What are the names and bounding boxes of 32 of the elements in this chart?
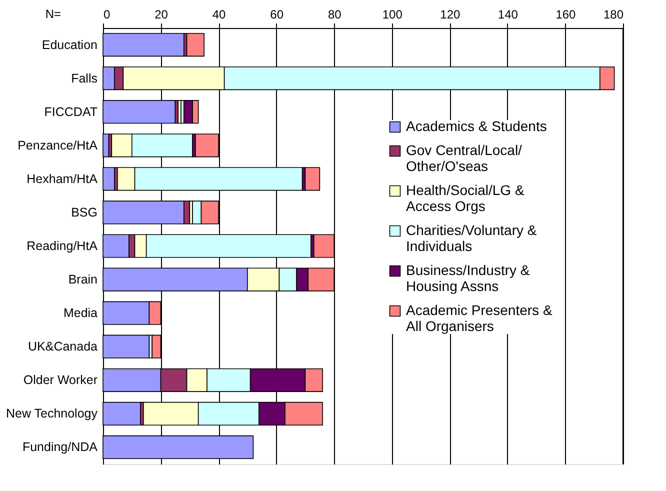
y-tick-label: Funding/NDA	[22, 440, 98, 454]
y-tick-label: Hexham/HtA	[26, 172, 98, 186]
y-tick-label: Reading/HtA	[26, 239, 98, 253]
x-tick-label: 160	[556, 8, 576, 22]
x-tick-label: 140	[498, 8, 518, 22]
x-tick-label: 20	[154, 8, 168, 22]
y-tick-label: Education	[42, 38, 98, 52]
y-tick-label: Penzance/HtA	[18, 138, 98, 152]
x-tick-label: 40	[212, 8, 226, 22]
x-tick-label: 80	[328, 8, 342, 22]
x-tick-label: 120	[440, 8, 460, 22]
text: N=	[45, 7, 61, 21]
legend-label: Academic Presenters & All Organisers	[406, 302, 553, 334]
x-tick-label: 180	[603, 8, 624, 22]
y-tick-label: BSG	[71, 205, 98, 220]
legend-label: Charities/Voluntary & Individuals	[406, 222, 538, 254]
y-tick-label: FICCDAT	[44, 104, 98, 119]
legend-label: Business/Industry & Housing Assns	[406, 262, 530, 294]
legend-label: Academics & Students	[406, 118, 547, 134]
legend-label: Gov Central/Local/Other/O'seas	[406, 142, 522, 174]
y-tick-label: Falls	[71, 71, 98, 86]
y-tick-label: Older Worker	[23, 373, 98, 388]
y-tick-label: Brain	[68, 272, 98, 287]
x-tick-label: 0	[104, 8, 110, 22]
x-tick-label: 100	[382, 8, 403, 22]
bar	[186, 32, 205, 57]
x-tick-label: 60	[270, 8, 284, 22]
y-tick-label: New Technology	[6, 406, 98, 421]
y-tick-label: Media	[63, 306, 98, 320]
legend-label: Health/Social/LG & Access Orgs	[406, 182, 525, 214]
bar	[304, 167, 320, 191]
y-tick-label: UK&Canada	[28, 340, 98, 354]
